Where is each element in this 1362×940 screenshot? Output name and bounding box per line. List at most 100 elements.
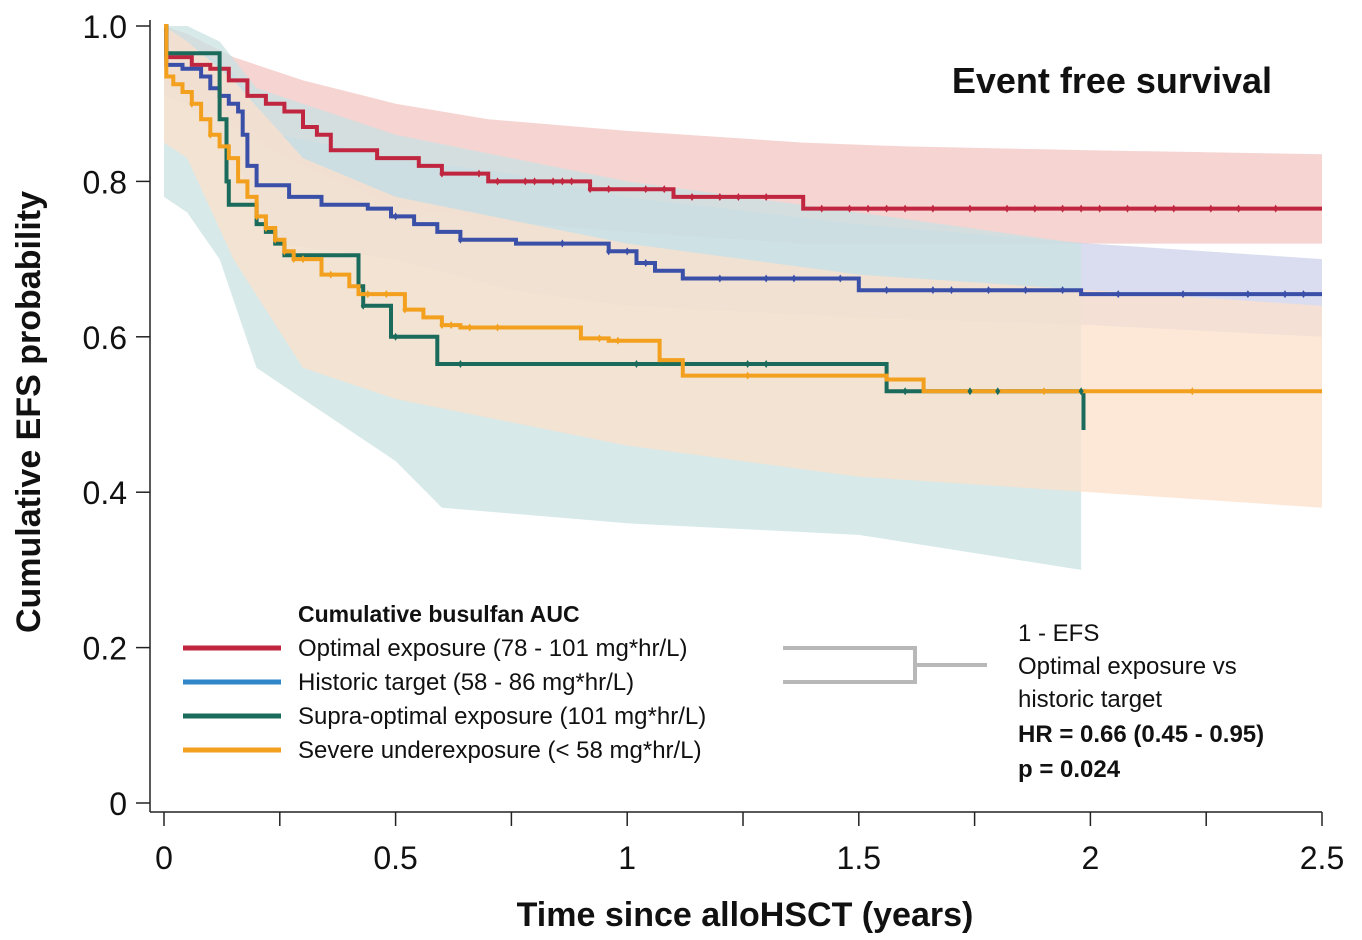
censor-mark-0-24 — [1032, 204, 1038, 213]
censor-mark-0-3 — [522, 177, 528, 186]
censor-mark-3-19 — [1041, 387, 1047, 396]
censor-mark-0-20 — [902, 204, 908, 213]
censor-mark-0-21 — [930, 204, 936, 213]
censor-mark-3-9 — [365, 290, 371, 299]
censor-mark-3-8 — [328, 270, 334, 279]
y-tick-label-3: 0.6 — [83, 320, 127, 356]
censor-mark-1-20 — [1300, 290, 1306, 299]
censor-mark-1-7 — [763, 274, 769, 283]
censor-mark-1-13 — [985, 286, 991, 295]
censor-mark-3-15 — [495, 323, 501, 332]
censor-mark-0-1 — [476, 169, 482, 178]
censor-mark-3-0 — [189, 99, 195, 108]
censor-mark-2-2 — [457, 359, 463, 368]
censor-mark-0-14 — [735, 192, 741, 201]
censor-mark-0-5 — [550, 177, 556, 186]
censor-mark-0-15 — [763, 192, 769, 201]
censor-mark-1-10 — [884, 286, 890, 295]
censor-mark-3-17 — [615, 336, 621, 345]
censor-mark-3-16 — [596, 334, 602, 343]
censor-mark-0-28 — [1124, 204, 1130, 213]
censor-mark-3-6 — [291, 255, 297, 264]
censor-mark-0-23 — [1004, 204, 1010, 213]
x-tick-label-0: 0 — [155, 840, 173, 876]
censor-mark-2-6 — [902, 387, 908, 396]
survival-line-0 — [164, 24, 1322, 211]
censor-mark-0-2 — [495, 177, 501, 186]
legend-label-1: Historic target (58 - 86 mg*hr/L) — [298, 669, 634, 696]
x-axis-label: Time since alloHSCT (years) — [517, 896, 974, 934]
censor-mark-0-25 — [1060, 204, 1066, 213]
censor-mark-1-2 — [559, 239, 565, 248]
legend-label-0: Optimal exposure (78 - 101 mg*hr/L) — [298, 635, 688, 662]
annotation-line-1: 1 - EFS — [1018, 620, 1099, 647]
confidence-bands — [164, 26, 1322, 570]
annotation-p: p = 0.024 — [1018, 756, 1121, 783]
censor-mark-1-1 — [457, 235, 463, 244]
x-tick-label-4: 2 — [1082, 840, 1100, 876]
censor-mark-1-12 — [948, 286, 954, 295]
censor-mark-1-18 — [1245, 290, 1251, 299]
annotation-line-2: Optimal exposure vs — [1018, 653, 1237, 680]
x-tick-label-1: 0.5 — [373, 840, 417, 876]
censor-mark-0-0 — [439, 169, 445, 178]
ci-band-3 — [164, 26, 1322, 508]
x-tick-label-2: 1 — [618, 840, 636, 876]
y-tick-label-4: 0.8 — [83, 164, 127, 200]
censor-mark-2-1 — [393, 332, 399, 341]
censor-mark-3-7 — [300, 255, 306, 264]
censor-mark-0-29 — [1152, 204, 1158, 213]
censor-mark-3-14 — [467, 323, 473, 332]
censor-mark-0-12 — [689, 192, 695, 201]
censor-mark-3-18 — [745, 371, 751, 380]
axis-ticks: 0 0.5 1 1.5 2 2.5 0 0.2 0.4 0.6 0.8 1.0 — [83, 9, 1345, 876]
censor-mark-1-14 — [1023, 286, 1029, 295]
censor-mark-3-20 — [1189, 387, 1195, 396]
censor-mark-3-11 — [402, 305, 408, 314]
censor-mark-0-6 — [559, 177, 565, 186]
annotation-hr: HR = 0.66 (0.45 - 0.95) — [1018, 721, 1264, 748]
y-tick-label-2: 0.4 — [83, 475, 127, 511]
censor-mark-0-11 — [661, 185, 667, 194]
censor-mark-1-5 — [643, 258, 649, 267]
censor-mark-0-4 — [532, 177, 538, 186]
chart-title: Event free survival — [952, 60, 1272, 101]
censor-mark-1-19 — [1282, 290, 1288, 299]
censor-mark-0-30 — [1171, 204, 1177, 213]
y-axis-label: Cumulative EFS probability — [10, 191, 48, 633]
censor-mark-1-16 — [1115, 290, 1121, 299]
censor-mark-0-19 — [884, 204, 890, 213]
censor-mark-0-27 — [1097, 204, 1103, 213]
censor-mark-1-3 — [606, 247, 612, 256]
censor-mark-2-4 — [745, 359, 751, 368]
censor-mark-0-9 — [606, 185, 612, 194]
censor-mark-3-3 — [263, 224, 269, 233]
censor-mark-2-3 — [633, 359, 639, 368]
censor-marks — [189, 99, 1306, 396]
censor-mark-2-9 — [1078, 387, 1084, 396]
x-tick-label-3: 1.5 — [837, 840, 881, 876]
censor-mark-3-2 — [254, 212, 260, 221]
y-tick-label-5: 1.0 — [83, 9, 127, 45]
y-tick-label-0: 0 — [109, 786, 127, 822]
censor-mark-1-9 — [837, 274, 843, 283]
censor-mark-3-1 — [207, 130, 213, 139]
censor-mark-2-5 — [763, 359, 769, 368]
censor-mark-1-11 — [930, 286, 936, 295]
legend-title: Cumulative busulfan AUC — [298, 601, 580, 627]
censor-mark-3-13 — [448, 321, 454, 330]
censor-mark-0-32 — [1236, 204, 1242, 213]
comparison-bracket — [783, 646, 987, 684]
legend-label-2: Supra-optimal exposure (101 mg*hr/L) — [298, 703, 706, 730]
legend-label-3: Severe underexposure (< 58 mg*hr/L) — [298, 737, 702, 764]
censor-mark-3-5 — [281, 247, 287, 256]
censor-mark-1-17 — [1180, 290, 1186, 299]
survival-line-3 — [164, 24, 1322, 394]
censor-mark-0-26 — [1078, 204, 1084, 213]
censor-mark-0-33 — [1273, 204, 1279, 213]
hazard-ratio-annotation: 1 - EFS Optimal exposure vs historic tar… — [1018, 620, 1264, 783]
censor-mark-3-10 — [383, 290, 389, 299]
censor-mark-1-4 — [624, 247, 630, 256]
censor-mark-0-17 — [847, 204, 853, 213]
